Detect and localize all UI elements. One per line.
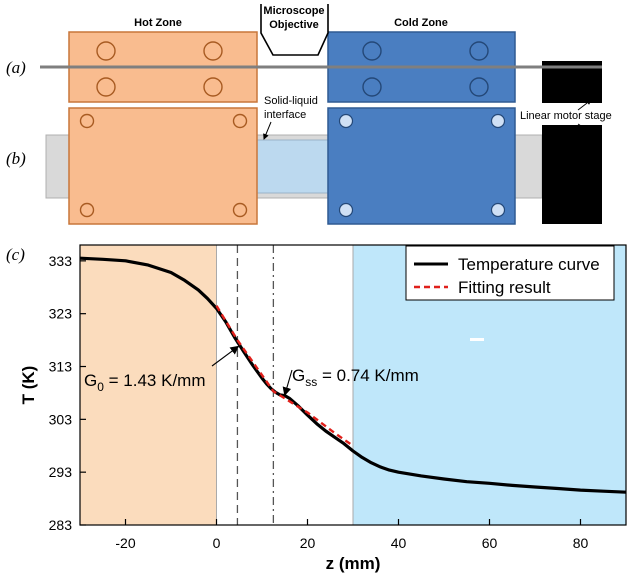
- reference-lines: [236, 245, 275, 525]
- hot-zone-block-b: [68, 107, 258, 225]
- y-tick-label: 303: [49, 411, 73, 427]
- hot-zone-holes-a: [96, 41, 223, 97]
- legend-label-fitting: Fitting result: [458, 278, 551, 297]
- panel-b: (b) Solid-liquid interface Linear motor …: [6, 95, 630, 225]
- legend-label-temperature: Temperature curve: [458, 255, 600, 274]
- y-tick-label: 313: [49, 359, 73, 375]
- microscope-label-1: Microscope: [263, 5, 324, 17]
- legend: Temperature curve Fitting result: [405, 245, 615, 301]
- panel-a: (a) Microscope Objective Hot Zone Cold Z…: [6, 4, 602, 103]
- cold-zone-holes-b: [338, 113, 506, 218]
- x-tick-label: 20: [300, 535, 316, 551]
- cold-zone-holes-a: [362, 41, 489, 97]
- interface-label-1: Solid-liquid: [264, 95, 318, 107]
- gradient-annotation-0: G0 = 1.43 K/mm: [84, 371, 206, 394]
- panel-label-a: (a): [6, 58, 26, 77]
- gradient-arrow-0: [211, 345, 240, 367]
- temperature-chart: -20 0 20 40 60 80 283 293 303 313 323 333 z (mm) T…: [19, 244, 627, 573]
- x-tick-label: 60: [482, 535, 498, 551]
- hot-zone-label: Hot Zone: [134, 17, 182, 29]
- y-ticks: 283 293 303 313 323 333: [49, 253, 86, 533]
- series-temperature-curve: [79, 256, 627, 494]
- microscope-objective: [260, 4, 329, 56]
- y-tick-label: 333: [49, 253, 73, 269]
- x-tick-label: -20: [115, 535, 135, 551]
- y-tick-label: 293: [49, 464, 73, 480]
- liquid-region: [256, 139, 329, 194]
- y-axis-title: T (K): [19, 366, 38, 405]
- cold-zone-block-b: [327, 107, 516, 225]
- x-ticks: -20 0 20 40 60 80: [115, 519, 588, 551]
- gradient-annotations: G0 = 1.43 K/mm Gss = 0.74 K/mm: [84, 345, 419, 397]
- white-mark: [470, 338, 484, 341]
- linear-stage-label: Linear motor stage: [520, 110, 612, 122]
- x-tick-label: 80: [573, 535, 589, 551]
- microscope-label-2: Objective: [269, 19, 319, 31]
- series-group: [79, 256, 627, 494]
- motor-block-b: [542, 125, 602, 224]
- linear-stage-label-bg: [518, 106, 630, 124]
- plot-frame: [79, 244, 627, 526]
- hot-zone-holes-b: [79, 113, 248, 218]
- panel-c: (c) -20 0 20 40 60 80 283 293 303 313 323 333 z (m…: [6, 244, 627, 573]
- x-tick-label: 0: [213, 535, 221, 551]
- gradient-annotation-1: Gss = 0.74 K/mm: [292, 366, 419, 389]
- linear-stage-arrow-down: [577, 123, 592, 133]
- linear-stage-arrow-up: [577, 99, 592, 111]
- x-tick-label: 40: [391, 535, 407, 551]
- series-fitting-result: [215, 305, 354, 447]
- zone-region-0: [80, 245, 217, 525]
- y-tick-label: 283: [49, 517, 73, 533]
- panel-label-c: (c): [6, 245, 25, 264]
- gradient-arrow-1: [282, 369, 293, 397]
- cold-zone-label: Cold Zone: [394, 17, 448, 29]
- interface-label-2: interface: [264, 109, 306, 121]
- x-axis-title: z (mm): [326, 554, 381, 573]
- legend-box: [405, 245, 615, 301]
- y-tick-label: 323: [49, 306, 73, 322]
- panel-label-b: (b): [6, 149, 26, 168]
- interface-arrow: [263, 121, 272, 140]
